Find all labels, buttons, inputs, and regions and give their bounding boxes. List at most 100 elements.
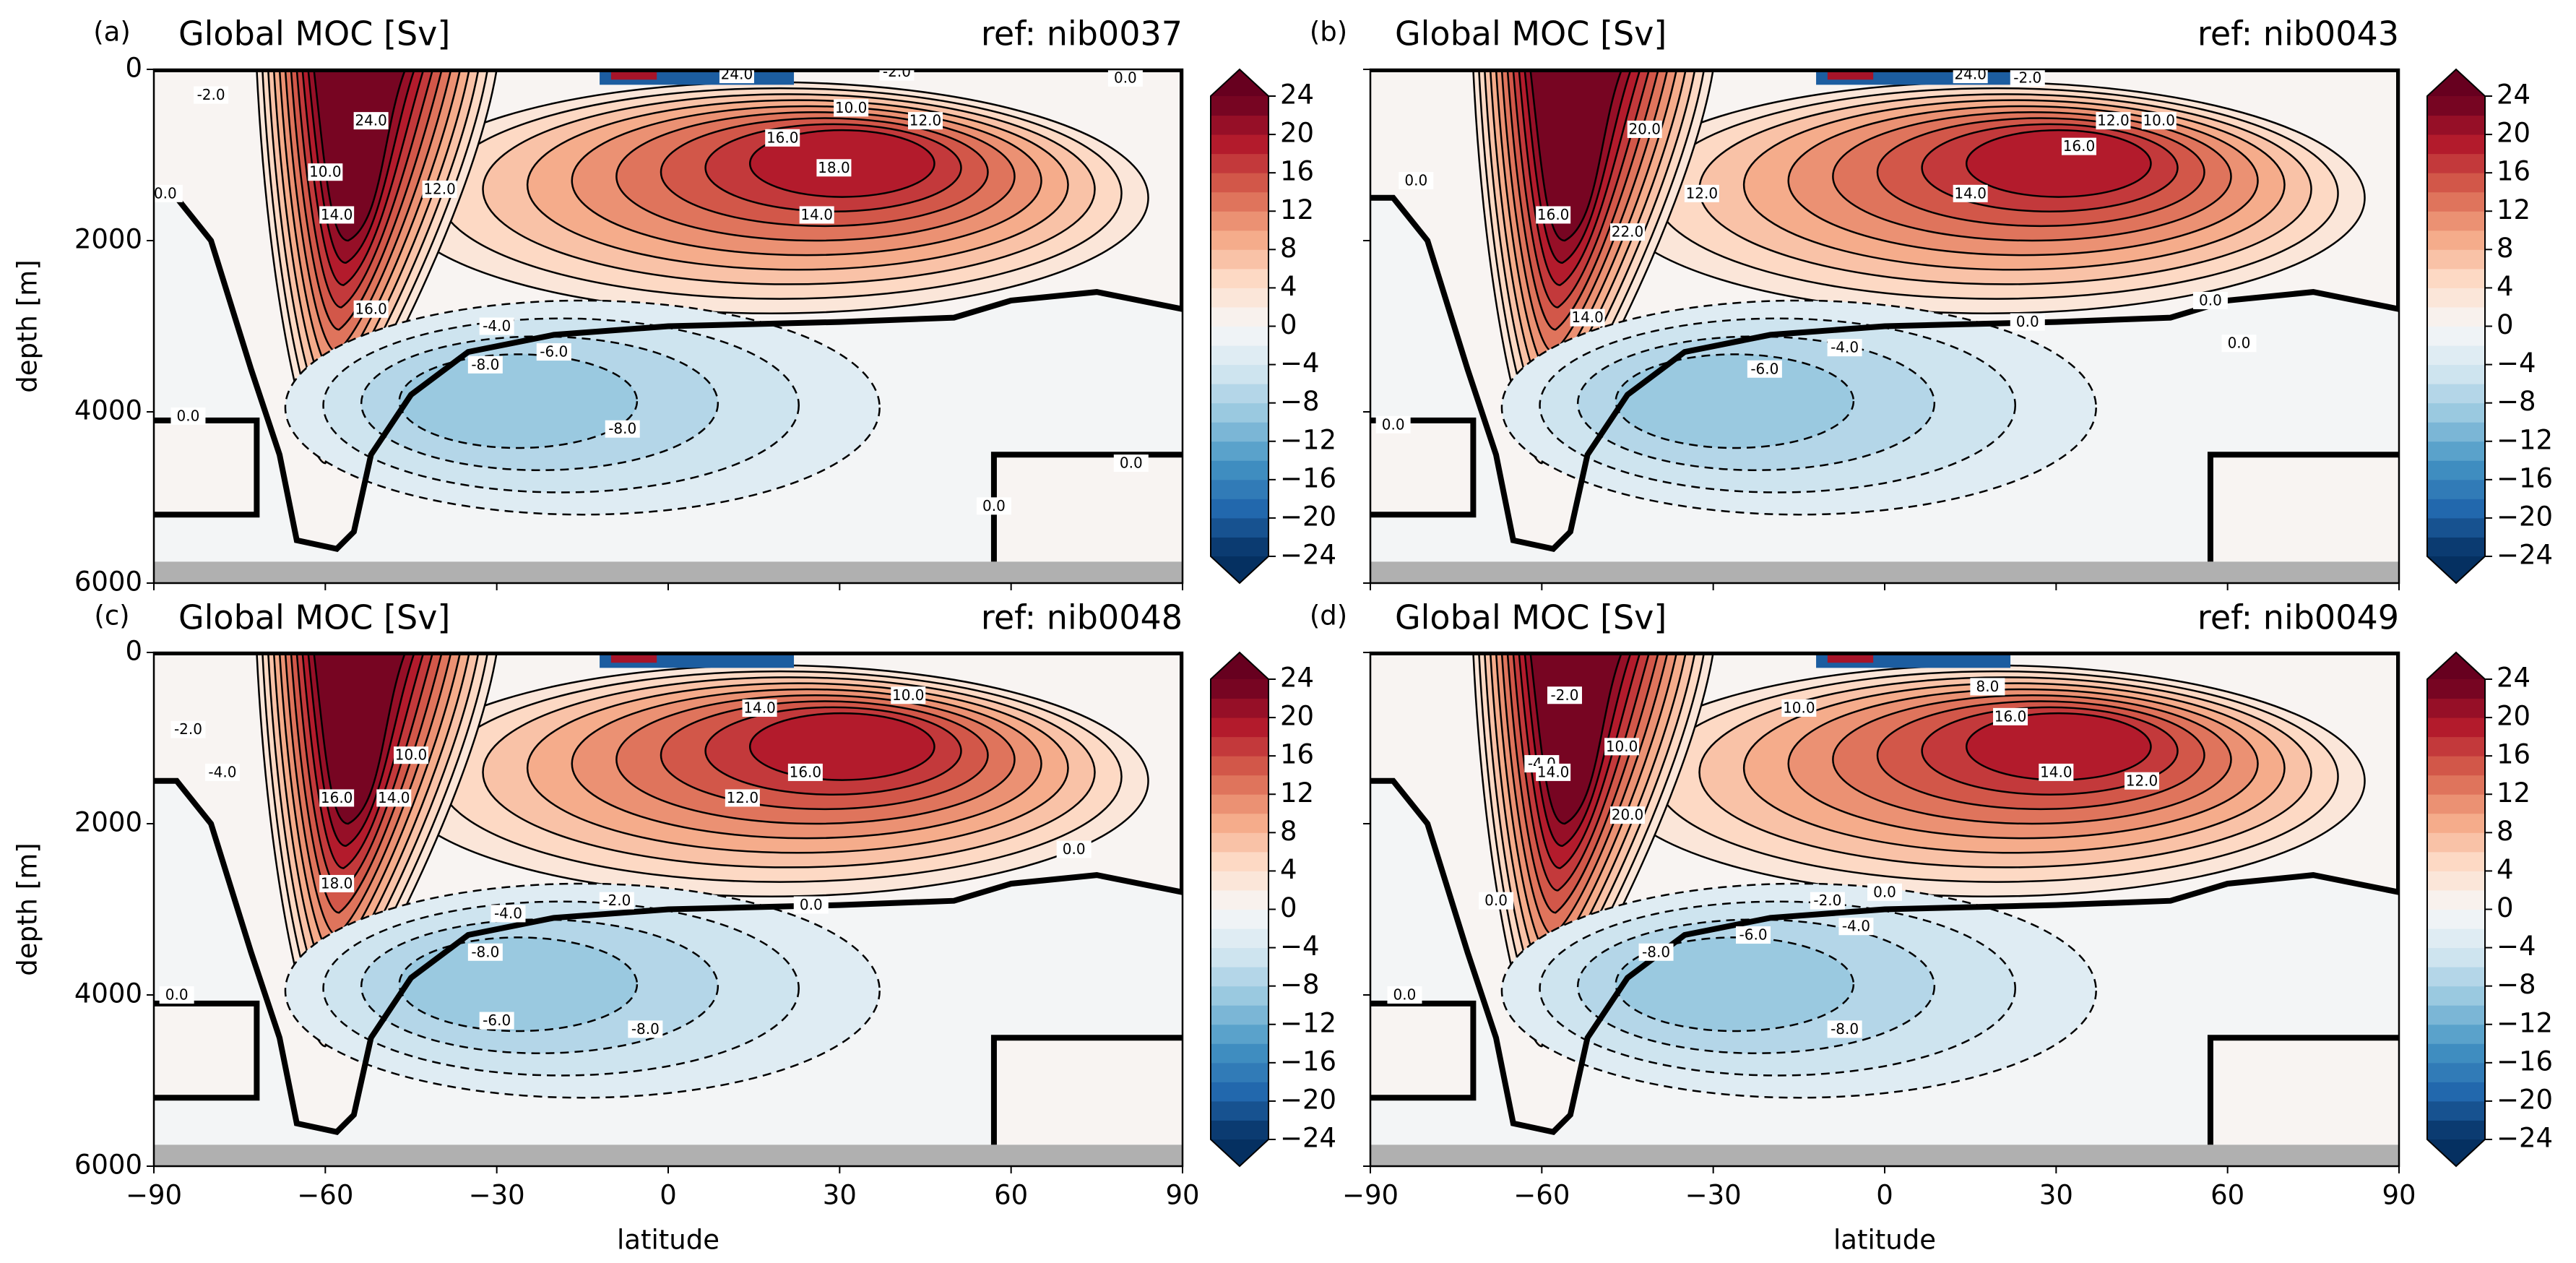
colorbar-extend — [2427, 556, 2485, 583]
colorbar-band — [2427, 947, 2485, 967]
colorbar-band — [1211, 928, 1268, 949]
contour-line — [482, 676, 1096, 868]
colorbar-band — [1211, 889, 1268, 910]
colorbar-band — [2427, 537, 2485, 557]
contour-label-box — [1810, 892, 1845, 910]
x-tick-label: −60 — [297, 1180, 353, 1211]
contour-label-box — [599, 892, 634, 910]
colorbar-tick-label: −12 — [1280, 424, 1336, 455]
panel-label: (a) — [93, 17, 131, 48]
contour-label: 18.0 — [321, 874, 353, 892]
colorbar-band — [2427, 1082, 2485, 1102]
colorbar-band — [1211, 402, 1268, 423]
colorbar-tick-label: 4 — [2497, 854, 2514, 885]
contour-label-box — [1479, 892, 1514, 910]
colorbar-band — [1211, 1043, 1268, 1064]
colorbar-extend — [1211, 556, 1268, 583]
contour-fill — [1529, 69, 1623, 242]
contour-label: -8.0 — [1642, 943, 1670, 960]
contour-label: -2.0 — [1550, 686, 1578, 704]
y-tick-label: 2000 — [74, 807, 142, 838]
x-tick-label: 90 — [2382, 1180, 2416, 1211]
contour-label-box — [2221, 335, 2257, 353]
contour-fill — [993, 454, 1183, 562]
colorbar-band — [2427, 191, 2485, 212]
colorbar-tick-label: −24 — [2497, 1123, 2553, 1154]
contour-label: 0.0 — [1063, 840, 1086, 858]
plot-area: -2.0 -4.0 16.0 18.0 14.0 10.0 14.0 10.0 16.0 12.0… — [154, 652, 1183, 1166]
colorbar-band — [2427, 1062, 2485, 1082]
contour-label-box — [1953, 69, 1988, 84]
contour-label: 0.0 — [2228, 335, 2251, 352]
colorbar-band — [2427, 909, 2485, 929]
colorbar-band — [2427, 230, 2485, 250]
colorbar-tick-label: −20 — [1280, 501, 1336, 532]
contour-label: -6.0 — [1739, 926, 1768, 944]
colorbar-band — [2427, 717, 2485, 738]
colorbar-band — [1211, 967, 1268, 987]
y-tick-label: 6000 — [74, 1150, 142, 1181]
contour-label: 10.0 — [395, 746, 428, 764]
y-tick-label: 0 — [125, 636, 142, 667]
contour-label: -2.0 — [602, 892, 631, 909]
colorbar-band — [2427, 115, 2485, 135]
colorbar-extend — [2427, 1139, 2485, 1166]
colorbar-tick-label: −12 — [2497, 1007, 2553, 1038]
contour-label-box — [536, 343, 571, 361]
colorbar-band — [2427, 813, 2485, 833]
contour-label: 16.0 — [355, 300, 387, 317]
y-tick-label: 0 — [125, 53, 142, 84]
contour-label: 24.0 — [721, 66, 753, 83]
y-tick-label: 4000 — [74, 978, 142, 1009]
colorbar-band — [1211, 384, 1268, 404]
contour-label: 0.0 — [177, 407, 200, 424]
colorbar-tick-label: 24 — [2497, 663, 2530, 694]
contour-label-box — [1604, 738, 1640, 756]
contour-label: -8.0 — [471, 355, 499, 373]
contour-line — [1742, 682, 2286, 854]
contour-label: 20.0 — [1612, 806, 1644, 824]
ref-label: ref: nib0048 — [981, 598, 1183, 637]
colorbar-band — [1211, 851, 1268, 871]
contour-label-box — [479, 317, 514, 335]
contour-label-box — [1387, 986, 1422, 1004]
colorbar-extend — [1211, 652, 1268, 679]
y-tick-label: 4000 — [74, 395, 142, 426]
colorbar-band — [2427, 756, 2485, 776]
contour-label: -4.0 — [208, 763, 236, 780]
contour-label: 10.0 — [892, 686, 925, 704]
colorbar-tick-label: 20 — [1280, 118, 1314, 149]
colorbar-band — [1211, 345, 1268, 366]
colorbar-tick-label: 0 — [1280, 309, 1297, 340]
colorbar-band — [2427, 288, 2485, 308]
contour-label-box — [170, 407, 206, 425]
contour-label: 0.0 — [982, 497, 1006, 514]
colorbar-band — [1211, 537, 1268, 557]
colorbar-tick-label: 12 — [1280, 194, 1314, 225]
colorbar-tick-label: 16 — [1280, 739, 1314, 770]
colorbar-band — [2427, 698, 2485, 718]
colorbar-band — [1211, 173, 1268, 193]
contour-label-box — [1970, 678, 2005, 696]
contour-label: 0.0 — [1484, 892, 1508, 909]
contour-fill — [1370, 420, 1474, 515]
zero-contour — [154, 69, 1183, 552]
colorbar-band — [2427, 345, 2485, 366]
x-tick-label: 90 — [1165, 1180, 1199, 1211]
contour-fill — [1615, 353, 1855, 449]
contour-label-box — [2010, 313, 2045, 331]
contour-line — [1832, 694, 2232, 825]
colorbar-band — [2427, 1005, 2485, 1025]
colorbar-band — [2427, 441, 2485, 461]
contour-line — [748, 712, 935, 781]
colorbar-tick-label: 8 — [2497, 816, 2514, 847]
contour-line — [1876, 117, 2205, 228]
contour-label-box — [1113, 454, 1149, 473]
colorbar-tick-label: 4 — [2497, 271, 2514, 302]
contour-label-box — [353, 300, 389, 318]
colorbar-band — [1211, 794, 1268, 814]
y-tick-label: 6000 — [74, 566, 142, 598]
contour-label: 12.0 — [909, 112, 942, 129]
colorbar-tick-label: −8 — [1280, 386, 1320, 417]
contour-label: 14.0 — [800, 206, 833, 223]
